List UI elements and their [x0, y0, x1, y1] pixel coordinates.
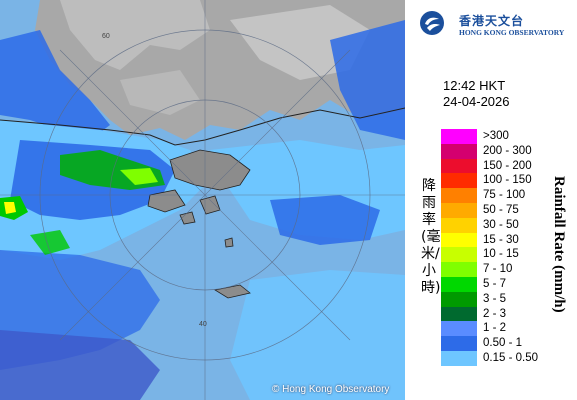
range-ring-label: 60 [102, 33, 110, 40]
legend-swatch [441, 276, 477, 292]
island [224, 237, 234, 248]
hko-logo-icon [420, 11, 444, 35]
legend-title-chinese: 降雨率(毫米/小時) [421, 178, 441, 296]
legend-swatch [441, 291, 477, 307]
legend-swatch [441, 336, 477, 351]
legend-swatch [441, 202, 477, 218]
cloud-patch [120, 70, 200, 115]
observation-date: 24-04-2026 [443, 94, 510, 109]
legend-label: 100 - 150 [483, 174, 532, 187]
legend-swatch [441, 129, 477, 144]
rain-cell-moderate [120, 168, 158, 185]
legend-label: 1 - 2 [483, 322, 507, 335]
legend-label: 2 - 3 [483, 307, 507, 320]
radar-map-svg: 60 40 [0, 0, 405, 400]
range-ring-spokes [0, 0, 405, 400]
copyright-notice: © Hong Kong Observatory [272, 384, 390, 395]
legend-label: 50 - 75 [483, 203, 519, 216]
rain-band [0, 330, 160, 400]
logo-english-name: HONG KONG OBSERVATORY [459, 28, 565, 37]
radar-map: 60 40 © Hong Kong Observatory [0, 0, 405, 400]
rain-band [270, 195, 380, 245]
legend-label: 7 - 10 [483, 263, 513, 276]
legend-swatch [441, 188, 477, 203]
logo-chinese-name: 香港天文台 [459, 14, 525, 28]
legend-swatch [441, 217, 477, 233]
legend-swatch [441, 173, 477, 189]
legend-swatch [441, 247, 477, 263]
legend-swatch [441, 158, 477, 174]
legend-label: 0.15 - 0.50 [483, 351, 538, 364]
rain-cell-moderate [30, 230, 70, 255]
legend-label: 5 - 7 [483, 277, 507, 290]
legend-label: 10 - 15 [483, 248, 519, 261]
legend-label: 0.50 - 1 [483, 337, 522, 350]
island [179, 211, 196, 225]
cloud-patch [60, 0, 210, 70]
range-ring-label: 40 [199, 321, 207, 328]
legend-swatch [441, 262, 477, 277]
rain-band [230, 270, 405, 400]
legend-label: 150 - 200 [483, 159, 532, 172]
rain-band [0, 30, 110, 140]
legend-title-english: Rainfall Rate (mm/h) [551, 176, 567, 313]
lantau-island [147, 189, 186, 213]
rain-band [330, 20, 405, 140]
legend-swatch [441, 306, 477, 322]
legend-swatch [441, 143, 477, 159]
legend-swatch [441, 321, 477, 337]
legend-swatch [441, 232, 477, 248]
legend-label: 200 - 300 [483, 144, 532, 157]
legend-swatch [441, 350, 477, 366]
hko-logo: 香港天文台 HONG KONG OBSERVATORY [413, 6, 573, 40]
observation-time: 12:42 HKT [443, 78, 506, 93]
legend-panel: 香港天文台 HONG KONG OBSERVATORY 12:42 HKT 24… [405, 0, 577, 400]
rain-cell-heavy [4, 202, 16, 214]
legend-label: 30 - 50 [483, 218, 519, 231]
legend-label: >300 [483, 130, 509, 142]
legend-label: 15 - 30 [483, 233, 519, 246]
legend-label: 3 - 5 [483, 292, 507, 305]
legend-label: 75 - 100 [483, 189, 526, 202]
